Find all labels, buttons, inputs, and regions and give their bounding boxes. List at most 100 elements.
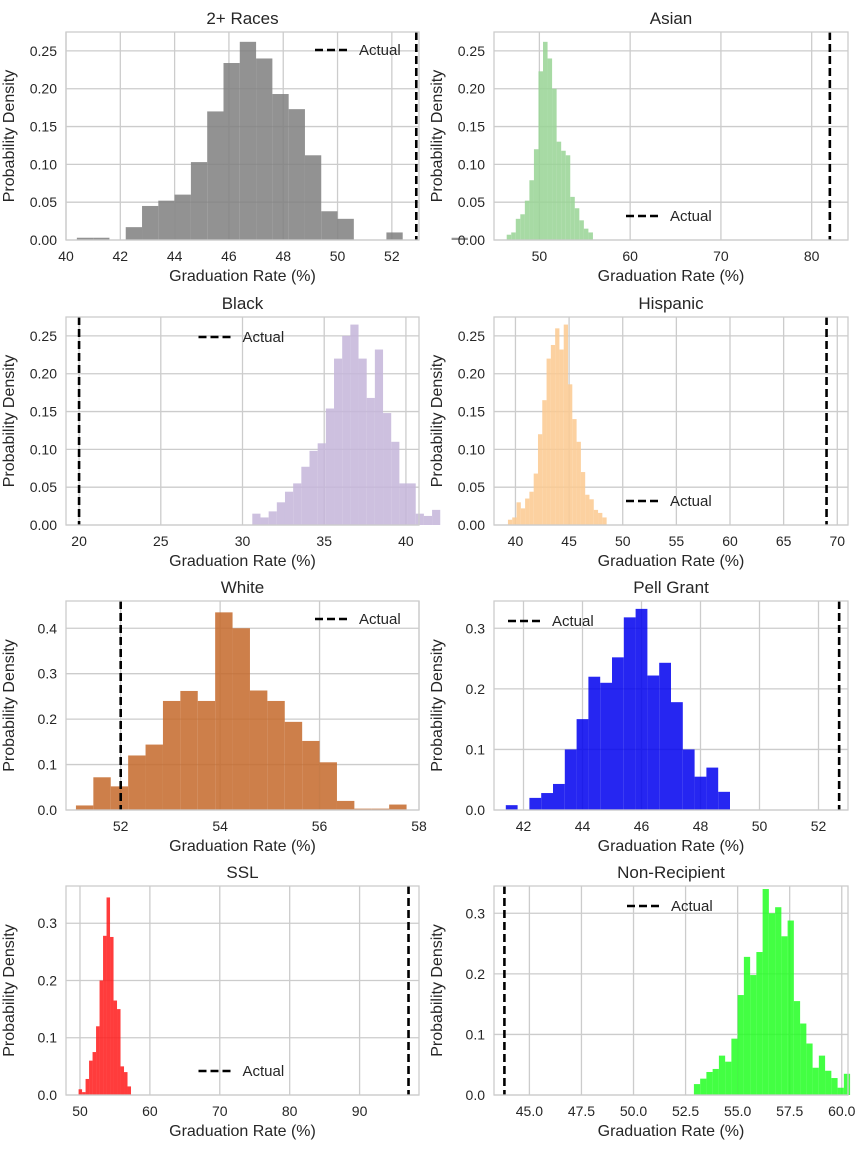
y-axis-label: Probability Density xyxy=(429,70,446,203)
x-tick-label: 80 xyxy=(282,1103,298,1119)
x-tick-label: 70 xyxy=(713,248,729,264)
x-axis-label: Graduation Rate (%) xyxy=(169,1123,316,1140)
y-tick-label: 0.1 xyxy=(38,1030,58,1046)
histogram-bar xyxy=(252,513,261,525)
histogram-bar xyxy=(383,413,392,525)
histogram-bar xyxy=(750,975,757,1095)
histogram-bar xyxy=(239,41,257,240)
histogram-bar xyxy=(561,150,566,240)
x-tick-label: 80 xyxy=(804,248,820,264)
histogram-bar xyxy=(579,220,584,240)
x-tick-label: 57.5 xyxy=(776,1103,803,1119)
legend: Actual xyxy=(315,611,401,628)
x-tick-label: 42 xyxy=(516,818,532,834)
histogram-bar xyxy=(593,509,599,525)
histogram-bar xyxy=(302,740,320,810)
y-tick-label: 0.05 xyxy=(30,479,57,495)
histogram-bar xyxy=(825,1070,832,1095)
histogram-bar xyxy=(82,1092,86,1095)
histogram-bar xyxy=(276,502,285,525)
histogram-bar xyxy=(800,1023,807,1095)
chart-title: Non-Recipient xyxy=(617,863,725,882)
histogram-bar xyxy=(576,441,581,525)
histogram-bar xyxy=(127,1086,132,1095)
plot-frame xyxy=(65,31,420,241)
y-tick-label: 0.0 xyxy=(466,1087,486,1103)
legend-label: Actual xyxy=(671,898,713,915)
y-tick-label: 0.1 xyxy=(38,757,58,773)
histogram-bar xyxy=(415,513,424,525)
histogram-bar xyxy=(524,200,530,240)
x-tick-label: 20 xyxy=(71,533,87,549)
histogram-bar xyxy=(647,675,660,810)
histogram-bar xyxy=(546,358,551,525)
legend: Actual xyxy=(627,898,713,915)
histogram-bar xyxy=(525,498,530,525)
legend: Actual xyxy=(626,493,712,510)
histogram-bar xyxy=(76,237,94,240)
histogram-bar xyxy=(78,1089,83,1095)
x-tick-label: 58 xyxy=(411,818,427,834)
y-tick-label: 0.25 xyxy=(30,328,57,344)
y-tick-label: 0.0 xyxy=(466,802,486,818)
histogram-bar xyxy=(520,214,525,240)
histogram-bar xyxy=(371,808,390,810)
histogram-bar xyxy=(506,234,512,240)
histogram-bar xyxy=(737,995,744,1095)
x-axis-label: Graduation Rate (%) xyxy=(169,838,316,855)
y-tick-label: 0.2 xyxy=(38,972,58,988)
plot-frame xyxy=(65,600,420,811)
histogram-bar xyxy=(589,499,594,525)
legend: Actual xyxy=(198,1063,285,1080)
histogram-bar xyxy=(576,719,589,810)
y-tick-label: 0.05 xyxy=(458,194,485,210)
y-tick-label: 0.25 xyxy=(30,43,57,59)
histogram-bar xyxy=(565,155,571,240)
y-tick-label: 0.05 xyxy=(30,194,57,210)
y-tick-label: 0.05 xyxy=(458,479,485,495)
histogram-bar xyxy=(334,358,343,525)
histogram-bar xyxy=(583,228,589,240)
histogram-bar xyxy=(89,1060,93,1095)
y-tick-label: 0.0 xyxy=(38,802,58,818)
histogram-bar xyxy=(317,443,326,525)
y-axis-label: Probability Density xyxy=(1,355,18,488)
histogram-bar xyxy=(162,700,181,810)
x-tick-label: 55 xyxy=(669,533,685,549)
y-axis-label: Probability Density xyxy=(1,639,18,772)
x-tick-label: 70 xyxy=(829,533,845,549)
legend: Actual xyxy=(198,329,285,346)
histogram-bar xyxy=(602,517,607,525)
y-tick-label: 0.15 xyxy=(30,404,57,420)
x-tick-label: 50 xyxy=(615,533,631,549)
histogram-bar xyxy=(718,1055,726,1095)
histogram-bar xyxy=(215,612,233,810)
histogram-bar xyxy=(354,808,372,810)
plot-frame xyxy=(65,316,420,526)
histogram-bar xyxy=(793,1001,801,1095)
x-tick-label: 50 xyxy=(72,1103,88,1119)
histogram-bar xyxy=(553,783,565,810)
y-tick-label: 0.1 xyxy=(466,1026,486,1042)
histogram-bar xyxy=(93,777,111,810)
x-tick-label: 44 xyxy=(167,248,183,264)
x-tick-label: 90 xyxy=(352,1103,368,1119)
histogram-bar xyxy=(272,94,289,240)
chart-panel: 40 42 44 46 48 50 52 0.00 0.05 0.10 0.15 0.20 0.25 2+… xyxy=(1,9,468,285)
x-axis-label: Graduation Rate (%) xyxy=(169,553,316,570)
histogram-bar xyxy=(537,434,543,525)
histogram-bar xyxy=(588,232,593,240)
chart-panel: 20 25 30 35 40 0.00 0.05 0.10 0.15 0.20 0.25 Black G… xyxy=(1,294,441,570)
histogram-bar xyxy=(547,58,553,240)
legend-label: Actual xyxy=(243,1063,285,1080)
histogram-bar xyxy=(249,690,268,810)
histogram-bar xyxy=(293,483,302,525)
chart-title: 2+ Races xyxy=(206,9,278,28)
chart-panel: 45.0 47.5 50.0 52.5 55.0 57.5 60.0 0.0 0.1 0.2 0.3… xyxy=(429,863,856,1140)
legend: Actual xyxy=(508,613,594,630)
histogram-bar xyxy=(529,491,534,525)
legend-label: Actual xyxy=(243,329,285,346)
histogram-bar xyxy=(93,237,110,240)
x-tick-label: 42 xyxy=(113,248,129,264)
histogram-bar xyxy=(529,797,542,810)
